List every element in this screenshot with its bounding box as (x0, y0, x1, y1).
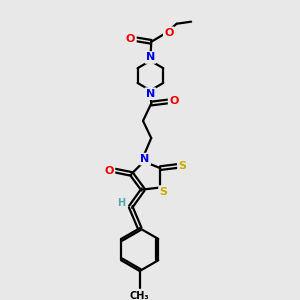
Text: O: O (126, 34, 135, 44)
Text: H: H (118, 198, 126, 208)
Text: O: O (105, 166, 114, 176)
Text: N: N (146, 52, 155, 62)
Text: S: S (178, 161, 187, 171)
Text: O: O (164, 28, 174, 38)
Text: N: N (140, 154, 150, 164)
Text: O: O (169, 97, 178, 106)
Text: N: N (146, 89, 155, 99)
Text: S: S (160, 187, 168, 196)
Text: CH₃: CH₃ (130, 291, 149, 300)
